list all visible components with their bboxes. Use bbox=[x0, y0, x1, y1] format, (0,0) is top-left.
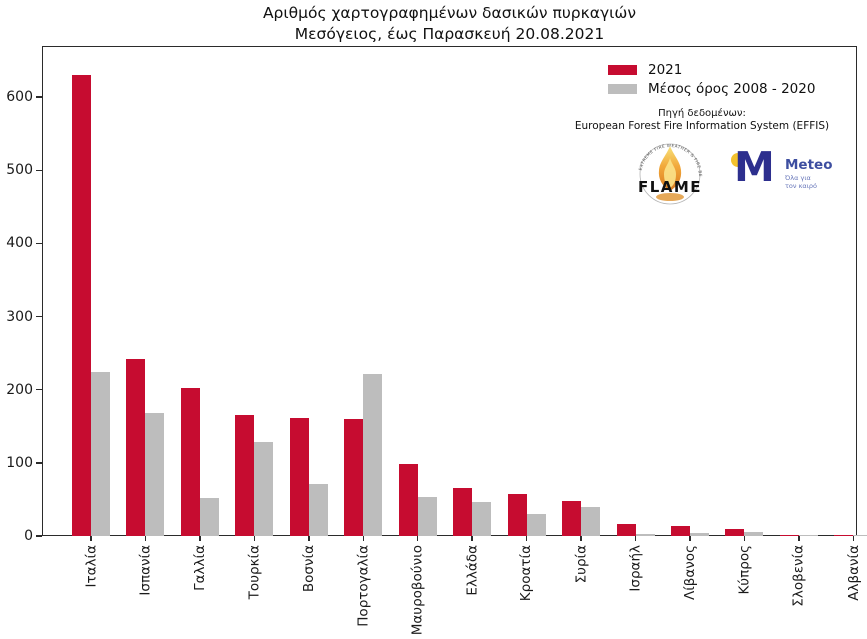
x-tick-mark bbox=[852, 536, 855, 541]
x-tick-label: Κύπρος bbox=[736, 545, 753, 595]
x-tick-mark bbox=[362, 536, 364, 541]
meteo-logo-wordmark: Meteo bbox=[785, 157, 833, 173]
x-tick-mark bbox=[525, 536, 528, 541]
chart-title-line2: Μεσόγειος, έως Παρασκευή 20.08.2021 bbox=[294, 25, 605, 43]
flame-logo-wordmark: FLAME bbox=[638, 178, 702, 196]
x-tick-mark bbox=[199, 536, 201, 541]
flame-logo: EXTREME FIRE WEATHER & FIRE BEHAVIOUR FL… bbox=[628, 132, 710, 216]
meteo-yellow-dot-icon bbox=[731, 153, 745, 167]
y-tick-label: 500 bbox=[6, 162, 33, 179]
x-tick-label: Γαλλία bbox=[191, 545, 208, 591]
meteo-logo: M Meteo Όλα για τον καιρό bbox=[726, 143, 846, 199]
x-tick-label: Κροατία bbox=[518, 545, 535, 602]
y-tick-label: 0 bbox=[24, 528, 33, 544]
meteo-m-icon: M bbox=[734, 143, 775, 191]
x-tick-label: Τουρκία bbox=[246, 545, 263, 600]
x-tick-label: Συρία bbox=[573, 545, 590, 584]
x-tick-label: Ισραήλ bbox=[627, 545, 644, 592]
y-tick-label: 600 bbox=[6, 89, 33, 106]
x-tick-label: Πορτογαλία bbox=[355, 545, 372, 627]
x-tick-label: Λίβανος bbox=[681, 545, 698, 601]
y-tick-label: 400 bbox=[6, 235, 33, 252]
y-tick-label: 100 bbox=[6, 454, 33, 471]
data-source-line1: Πηγή δεδομένων: bbox=[658, 108, 746, 119]
legend: 2021 Μέσος όρος 2008 - 2020 bbox=[608, 60, 815, 98]
chart-title: Αριθμός χαρτογραφημένων δασικών πυρκαγιώ… bbox=[42, 3, 857, 45]
legend-swatch-average bbox=[608, 83, 637, 94]
flame-logo-graphic: EXTREME FIRE WEATHER & FIRE BEHAVIOUR FL… bbox=[628, 132, 703, 205]
meteo-tagline: Όλα για τον καιρό bbox=[785, 174, 818, 190]
legend-item-2021: 2021 bbox=[608, 60, 815, 79]
x-tick-label: Βοσνία bbox=[300, 545, 317, 593]
data-source-line2: European Forest Fire Information System … bbox=[574, 120, 830, 132]
x-tick-mark bbox=[798, 536, 800, 541]
y-tick-label: 300 bbox=[6, 308, 33, 325]
x-tick-label: Μαυροβούνιο bbox=[409, 545, 426, 636]
x-tick-mark bbox=[416, 536, 419, 541]
x-tick-mark bbox=[689, 536, 691, 541]
x-tick-mark bbox=[580, 536, 582, 541]
x-tick-mark bbox=[308, 536, 310, 541]
x-tick-mark bbox=[471, 536, 473, 541]
x-tick-label: Ισπανία bbox=[137, 545, 154, 596]
legend-item-average: Μέσος όρος 2008 - 2020 bbox=[608, 79, 815, 98]
x-tick-label: Σλοβενία bbox=[790, 545, 807, 607]
x-tick-mark bbox=[634, 536, 637, 541]
x-tick-mark bbox=[743, 536, 746, 541]
legend-label-average: Μέσος όρος 2008 - 2020 bbox=[648, 80, 816, 97]
x-tick-label: Ιταλία bbox=[83, 545, 99, 588]
chart-title-line1: Αριθμός χαρτογραφημένων δασικών πυρκαγιώ… bbox=[262, 4, 637, 22]
legend-swatch-2021 bbox=[608, 64, 637, 75]
x-tick-label: Ελλάδα bbox=[464, 545, 481, 596]
data-source-note: Πηγή δεδομένων: European Forest Fire Inf… bbox=[482, 107, 867, 133]
x-tick-mark bbox=[144, 536, 147, 541]
y-tick-label: 200 bbox=[6, 381, 33, 398]
legend-label-2021: 2021 bbox=[648, 61, 683, 78]
plot-area bbox=[42, 46, 857, 536]
x-tick-mark bbox=[90, 536, 92, 541]
x-tick-mark bbox=[253, 536, 256, 541]
x-tick-label: Αλβανία bbox=[845, 545, 862, 601]
